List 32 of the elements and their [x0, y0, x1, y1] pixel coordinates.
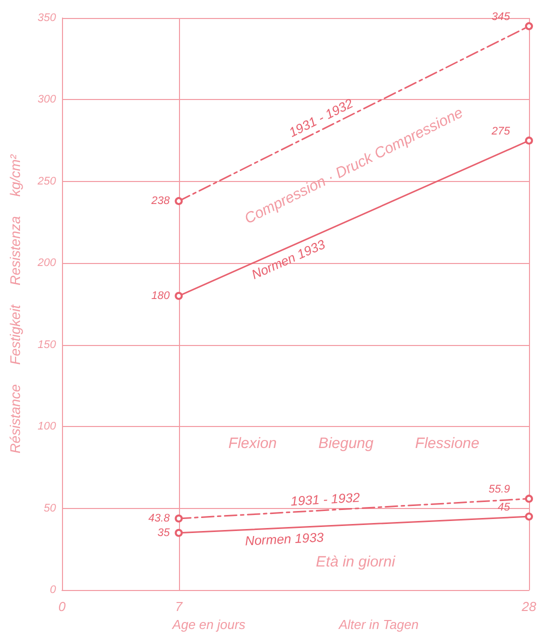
y-tick-label: 350 — [38, 12, 57, 24]
y-axis-title: Résistance Festigkeit Resistenza kg/cm² — [7, 153, 23, 454]
y-tick-label: 100 — [38, 420, 57, 433]
y-tick-label: 200 — [36, 257, 57, 270]
point — [174, 197, 183, 206]
annotation: Flexion Biegung Flessione — [228, 435, 480, 452]
data-label: 180 — [151, 290, 171, 302]
point — [525, 512, 533, 521]
point — [174, 292, 183, 300]
point — [525, 22, 533, 30]
y-tick-label: 0 — [50, 584, 57, 596]
data-label: 275 — [490, 126, 511, 138]
series-label: 1931 - 1932 — [290, 490, 362, 509]
data-label: 55.9 — [488, 484, 510, 496]
y-tick-label: 50 — [44, 502, 57, 514]
point — [174, 514, 183, 523]
x-axis-title: Age en jours Alter in Tagen — [171, 617, 419, 632]
annotation: Età in giorni — [316, 554, 396, 571]
y-tick-label: 150 — [38, 338, 57, 351]
series-label: Normen 1933 — [244, 530, 325, 548]
text: 1931 - 1932 — [286, 95, 356, 140]
point — [525, 136, 533, 145]
point — [525, 494, 533, 503]
x-tick-label: 28 — [520, 599, 537, 614]
x-tick-label: 7 — [175, 599, 184, 614]
data-label: 43.8 — [148, 512, 171, 525]
x-tick-label: 0 — [58, 599, 66, 614]
data-label: 238 — [150, 195, 171, 208]
y-tick-label: 250 — [36, 175, 57, 188]
data-label: 35 — [158, 526, 171, 539]
y-tick-label: 300 — [38, 94, 57, 106]
point — [174, 528, 183, 537]
